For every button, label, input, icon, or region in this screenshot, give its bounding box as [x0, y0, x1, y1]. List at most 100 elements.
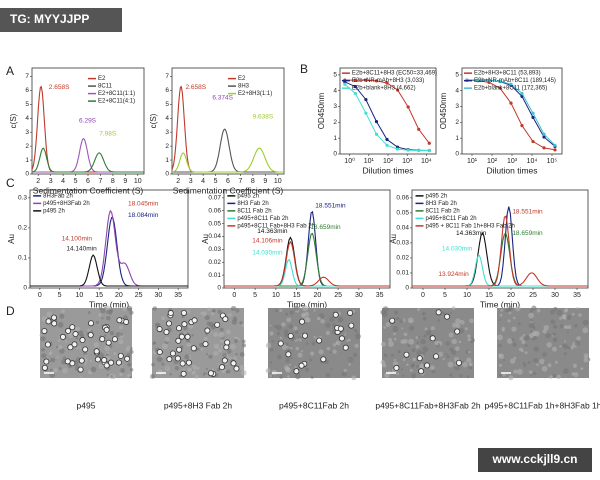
- em-texture: [290, 356, 294, 360]
- em-texture: [419, 363, 424, 368]
- em-image: [150, 305, 247, 379]
- annotation: 18.084min: [128, 212, 159, 219]
- em-texture: [289, 346, 294, 350]
- em-texture: [276, 324, 282, 331]
- particle: [429, 335, 436, 342]
- particle: [214, 321, 221, 328]
- em-texture: [536, 308, 541, 313]
- em-texture: [528, 312, 535, 319]
- em-texture: [325, 330, 330, 336]
- em-texture: [448, 332, 454, 338]
- y-tick-label: 3: [25, 129, 29, 136]
- em-texture: [57, 339, 61, 342]
- em-texture: [326, 346, 331, 351]
- em-texture: [300, 350, 304, 353]
- em-texture: [552, 373, 557, 378]
- em-texture: [309, 358, 313, 362]
- em-texture: [80, 376, 83, 379]
- em-texture: [351, 375, 357, 381]
- y-tick-label: 6: [25, 87, 29, 94]
- em-texture: [120, 368, 126, 373]
- em-texture: [56, 355, 59, 359]
- em-texture: [512, 316, 516, 320]
- em-texture: [106, 309, 113, 316]
- x-axis-label: Dilution times: [362, 165, 413, 175]
- particle: [101, 357, 108, 364]
- legend-entry: E2+8C11(4:1): [98, 99, 135, 105]
- em-texture: [442, 311, 446, 315]
- em-texture: [291, 338, 294, 342]
- em-texture: [229, 356, 232, 360]
- em-texture: [285, 312, 289, 316]
- image-caption: p495+8C11Fab+8H3Fab 2h: [375, 400, 481, 410]
- legend-entry: p495 2h: [43, 208, 65, 214]
- em-texture: [571, 312, 575, 316]
- particle: [202, 341, 209, 348]
- x-tick-label: 5: [74, 178, 78, 185]
- em-texture: [498, 318, 501, 321]
- particle: [348, 322, 355, 329]
- em-texture: [452, 322, 458, 328]
- em-texture: [220, 345, 224, 349]
- particle: [285, 351, 292, 358]
- em-texture: [390, 353, 394, 357]
- em-texture: [101, 317, 104, 320]
- y-tick-label: 0.06: [208, 207, 221, 214]
- legend-entry: E2b+blank+8H3 (4,662): [352, 86, 416, 92]
- em-texture: [496, 334, 503, 341]
- legend-entry: 8C11 Fab 2h: [426, 208, 460, 214]
- em-texture: [534, 330, 540, 337]
- em-texture: [120, 332, 124, 336]
- particle: [167, 310, 174, 317]
- em-image: [496, 305, 591, 381]
- em-texture: [583, 357, 589, 363]
- particle: [163, 329, 170, 336]
- em-texture: [310, 375, 314, 379]
- em-texture: [524, 343, 528, 347]
- em-texture: [295, 346, 300, 351]
- em-texture: [211, 368, 214, 371]
- em-texture: [501, 326, 506, 331]
- em-texture: [383, 353, 388, 358]
- em-texture: [449, 373, 453, 377]
- legend-entry: E2: [98, 76, 106, 82]
- legend-entry: p495 2h: [426, 193, 448, 199]
- x-tick-label: 10³: [507, 158, 518, 165]
- fit-curve: [344, 83, 430, 151]
- x-tick-label: 10⁴: [527, 158, 538, 165]
- em-texture: [446, 355, 450, 359]
- x-tick-label: 10⁰: [344, 157, 355, 165]
- em-texture: [335, 340, 341, 346]
- em-texture: [241, 339, 246, 344]
- em-texture: [49, 368, 53, 372]
- em-texture: [332, 349, 337, 354]
- particle: [175, 337, 182, 344]
- curve: [30, 254, 188, 287]
- em-texture: [288, 363, 291, 366]
- particle: [103, 362, 110, 369]
- particle: [124, 355, 131, 362]
- em-image: [380, 306, 475, 379]
- em-texture: [451, 338, 457, 345]
- em-texture: [542, 352, 547, 357]
- particle: [116, 317, 123, 324]
- em-texture: [459, 320, 465, 326]
- particle: [41, 364, 48, 371]
- em-texture: [123, 315, 128, 321]
- x-tick-label: 25: [334, 292, 342, 299]
- em-texture: [126, 305, 133, 312]
- em-texture: [422, 316, 427, 321]
- em-texture: [285, 366, 290, 372]
- em-texture: [75, 347, 79, 350]
- em-texture: [466, 357, 472, 363]
- em-texture: [230, 305, 237, 312]
- em-texture: [188, 357, 191, 360]
- particle: [45, 318, 52, 325]
- em-texture: [563, 344, 569, 350]
- y-tick-label: 0.2: [18, 225, 27, 232]
- em-texture: [39, 334, 42, 337]
- em-texture: [412, 357, 417, 362]
- y-tick-label: 0.3: [18, 195, 27, 202]
- y-tick-label: 5: [165, 101, 169, 108]
- em-texture: [467, 337, 472, 342]
